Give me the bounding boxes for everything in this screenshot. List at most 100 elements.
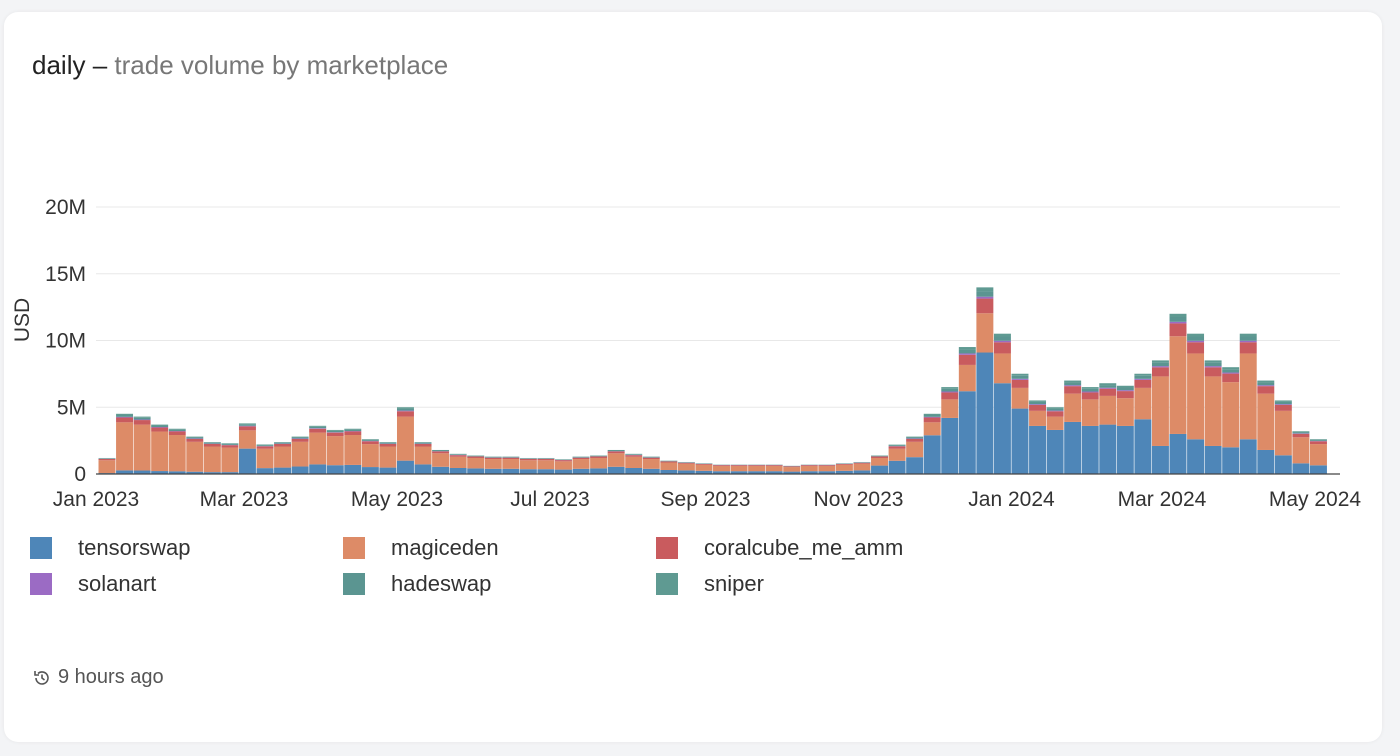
bar-segment-tensorswap [625,467,643,474]
bar-segment-tensorswap [590,468,608,474]
bar-segment-solanart [958,353,976,355]
bar-segment-coralcube_me_amm [1309,441,1327,445]
bar-segment-magiceden [800,465,818,472]
bar-segment-coralcube_me_amm [1134,379,1152,388]
bar-segment-hadeswap [923,414,941,417]
bar-segment-tensorswap [326,465,344,474]
bar-segment-tensorswap [941,417,959,474]
bar-segment-solanart [1274,404,1292,405]
bar-segment-tensorswap [993,383,1011,474]
bar-segment-sniper [958,347,976,350]
legend-item-tensorswap[interactable]: tensorswap [30,535,191,560]
bar-segment-hadeswap [291,437,309,439]
x-tick-label: Jan 2024 [968,488,1055,511]
bar-segment-coralcube_me_amm [396,411,414,417]
title-subtitle: trade volume by marketplace [114,50,449,80]
bar-segment-hadeswap [1309,439,1327,441]
bar-segment-coralcube_me_amm [713,465,730,466]
bar-segment-sniper [221,443,239,444]
bar-segment-sniper [1011,373,1029,376]
bar-segment-coralcube_me_amm [361,441,379,445]
bar-segment-hadeswap [379,442,397,444]
bar-segment-tensorswap [748,471,766,474]
bar-segment-sniper [203,442,221,443]
bar-segment-magiceden [642,459,660,469]
bar-segment-tensorswap [1309,465,1327,474]
bar-segment-coralcube_me_amm [1239,342,1257,354]
bar-segment-tensorswap [274,467,292,474]
bar-segment-tensorswap [853,470,871,474]
bar-segment-sniper [432,449,450,451]
legend-item-magiceden[interactable]: magiceden [343,535,499,560]
bar-segment-magiceden [853,463,871,471]
bar-segment-sniper [993,333,1011,337]
bar-segment-coralcube_me_amm [590,456,608,458]
bar-segment-sniper [309,425,327,427]
bar-segment-coralcube_me_amm [1029,404,1047,411]
bar-segment-tensorswap [361,467,379,474]
bar-segment-magiceden [1011,387,1029,409]
bar-segment-coralcube_me_amm [467,456,485,458]
bar-segment-tensorswap [1064,421,1082,474]
bar-segment-coralcube_me_amm [695,463,713,465]
bar-segment-hadeswap [519,458,537,459]
bar-segment-solanart [976,296,994,299]
bar-segment-tensorswap [221,472,239,474]
bar-segment-tensorswap [695,470,713,474]
bar-segment-hadeswap [203,442,221,444]
bar-segment-hadeswap [1169,317,1187,322]
legend-label: coralcube_me_amm [704,535,904,560]
bar-segment-coralcube_me_amm [1274,404,1292,411]
bar-segment-coralcube_me_amm [1046,411,1064,417]
bar-segment-solanart [923,416,941,418]
bar-segment-magiceden [396,416,414,461]
bar-segment-sniper [1222,367,1240,370]
legend-item-hadeswap[interactable]: hadeswap [343,571,491,596]
bar-segment-tensorswap [449,467,467,474]
legend-swatch [656,537,678,559]
bar-segment-tensorswap [1274,455,1292,474]
bar-segment-hadeswap [344,429,362,432]
bar-segment-solanart [1151,366,1169,368]
bar-segment-magiceden [748,465,766,472]
bar-segment-magiceden [993,353,1011,384]
bar-segment-hadeswap [1257,382,1275,386]
bar-segment-coralcube_me_amm [1099,388,1117,396]
bar-segment-magiceden [888,448,906,461]
bar-segment-hadeswap [414,442,432,444]
legend-item-sniper[interactable]: sniper [656,571,764,596]
bar-segment-magiceden [484,459,502,469]
bar-segment-coralcube_me_amm [151,427,169,432]
bar-segment-sniper [923,413,941,415]
bar-segment-tensorswap [379,467,397,474]
bar-segment-magiceden [1116,398,1134,426]
bar-segment-magiceden [519,460,537,470]
bar-segment-magiceden [976,313,994,353]
bar-segment-solanart [116,416,134,418]
bar-segment-sniper [1151,360,1169,363]
bar-segment-tensorswap [116,470,134,474]
bar-segment-magiceden [660,462,678,470]
x-tick-label: May 2023 [351,488,443,511]
bar-segment-magiceden [818,465,836,472]
bar-segment-tensorswap [502,468,520,474]
bar-segment-magiceden [1064,393,1082,422]
x-tick-label: Mar 2024 [1118,488,1207,511]
bar-segment-magiceden [221,447,239,473]
legend-item-coralcube_me_amm[interactable]: coralcube_me_amm [656,535,904,560]
bar-segment-hadeswap [274,442,292,444]
bar-segment-tensorswap [1011,408,1029,474]
legend-label: solanart [78,571,157,596]
bar-segment-tensorswap [660,469,678,474]
history-icon [34,670,49,685]
bar-segment-sniper [1187,333,1205,337]
bar-segment-magiceden [309,432,327,465]
bar-segment-solanart [1046,410,1064,412]
legend-item-solanart[interactable]: solanart [30,571,157,596]
bar-segment-sniper [1292,431,1310,433]
bar-segment-hadeswap [1239,336,1257,341]
bar-segment-sniper [361,439,379,440]
bar-segment-sniper [344,428,362,430]
bar-segment-magiceden [625,456,643,468]
bar-segment-coralcube_me_amm [888,446,906,449]
